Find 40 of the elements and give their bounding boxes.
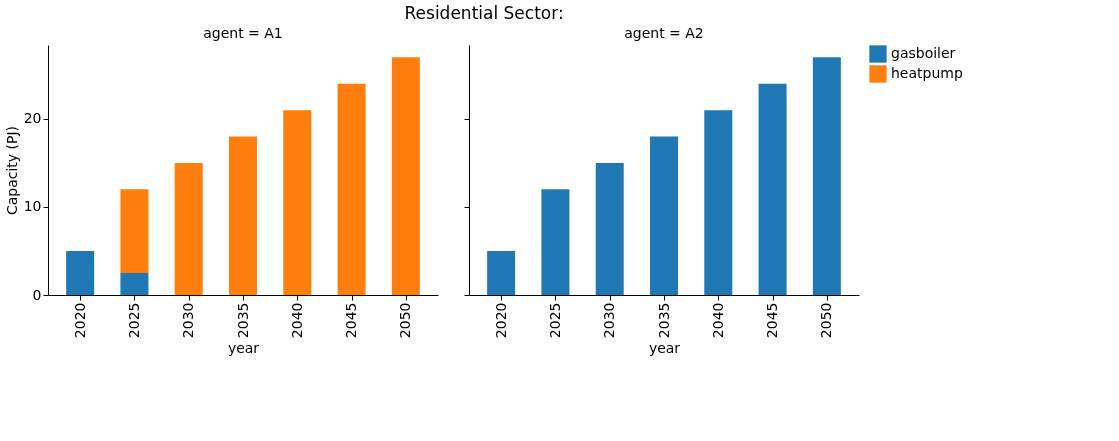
legend-label: gasboiler xyxy=(891,45,956,61)
x-tick-label: 2020 xyxy=(492,302,509,339)
text: Residential Sector: xyxy=(404,3,564,23)
x-tick-label: 2050 xyxy=(397,302,414,339)
x-tick-label: 2040 xyxy=(288,302,305,339)
x-tick-label: 2020 xyxy=(71,302,88,339)
chart-title: agent = A1 xyxy=(203,25,283,41)
y-tick-label: 0 xyxy=(32,286,42,303)
bar xyxy=(120,272,149,295)
y-tick-label: 20 xyxy=(23,110,42,127)
x-tick-label: 2045 xyxy=(343,302,360,339)
bar xyxy=(337,83,366,295)
bar xyxy=(66,250,95,295)
bar xyxy=(650,136,678,295)
bar xyxy=(595,162,624,295)
bar xyxy=(174,162,203,295)
bar xyxy=(704,110,733,295)
x-tick-label: 2035 xyxy=(234,302,251,339)
x-tick-label: 2050 xyxy=(818,302,835,339)
x-tick-label: 2040 xyxy=(709,302,726,339)
x-tick-label: 2030 xyxy=(180,302,197,339)
x-tick-label: 2025 xyxy=(546,302,563,339)
legend-label: heatpump xyxy=(891,65,963,81)
bar xyxy=(120,189,149,273)
bar xyxy=(812,57,841,295)
x-tick-label: 2025 xyxy=(125,302,142,339)
bar xyxy=(541,189,570,295)
x-tick-label: 2035 xyxy=(655,302,672,339)
bar xyxy=(283,110,312,295)
bar xyxy=(758,83,787,295)
bar xyxy=(391,57,420,295)
chart-title: agent = A2 xyxy=(624,25,704,41)
bar xyxy=(487,250,516,295)
bar xyxy=(229,136,257,295)
y-axis-title: Capacity (PJ) xyxy=(3,125,20,216)
x-tick-label: 2045 xyxy=(764,302,781,339)
x-axis-title: year xyxy=(227,340,260,357)
x-tick-label: 2030 xyxy=(601,302,618,339)
y-tick-label: 10 xyxy=(23,198,42,215)
x-axis-title: year xyxy=(648,340,681,357)
